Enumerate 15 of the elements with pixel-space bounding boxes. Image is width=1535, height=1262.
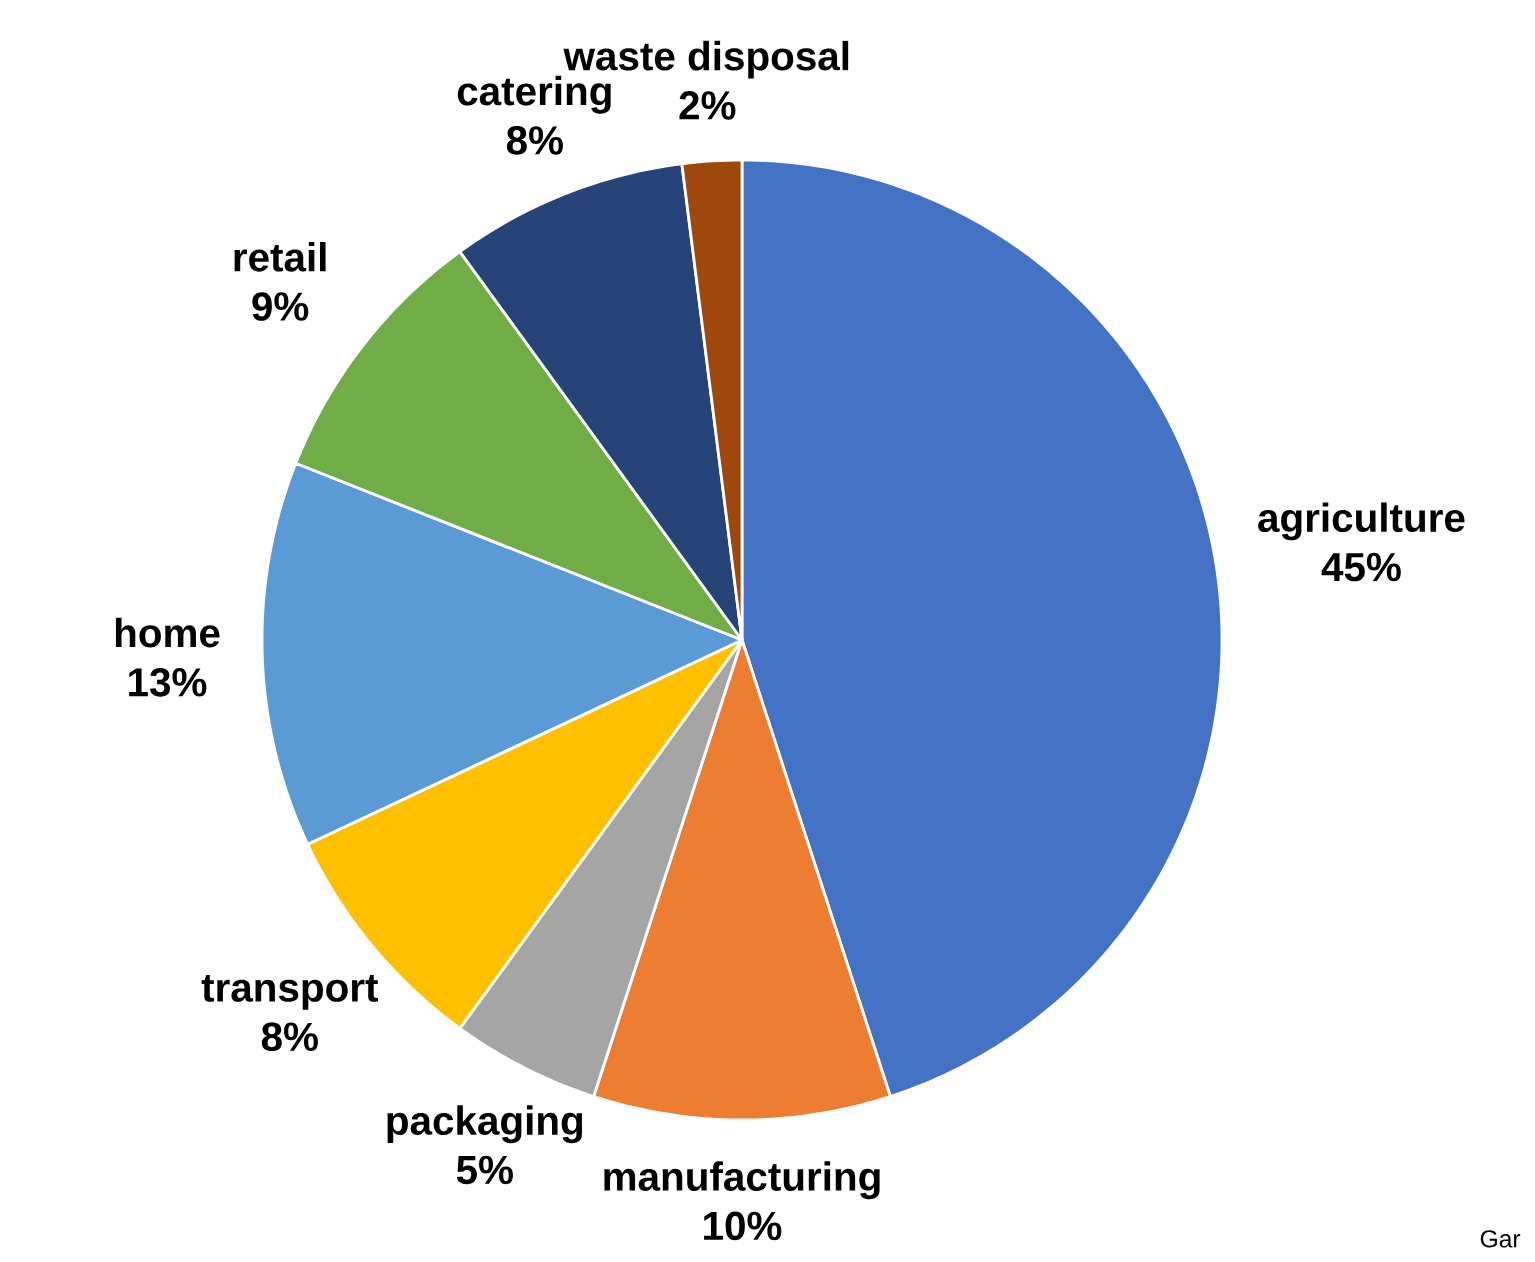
slice-label: manufacturing	[604, 1161, 880, 1200]
data-label: 8%	[506, 126, 563, 155]
data-label: 13%	[129, 667, 207, 697]
data-label: 5%	[456, 1155, 513, 1185]
slice-label: home	[115, 617, 220, 648]
slice-label: transport	[201, 975, 378, 1010]
data-label: 9%	[252, 292, 309, 321]
slice-label: agriculture	[1258, 502, 1465, 541]
slice-label: retail	[234, 241, 326, 272]
data-label: 10%	[704, 1211, 782, 1241]
data-label: 8%	[261, 1022, 318, 1052]
slice-label: packaging	[387, 1105, 583, 1144]
text: Gar	[1480, 1230, 1521, 1248]
data-label: 45%	[1321, 552, 1401, 582]
data-label: 2%	[679, 91, 736, 120]
